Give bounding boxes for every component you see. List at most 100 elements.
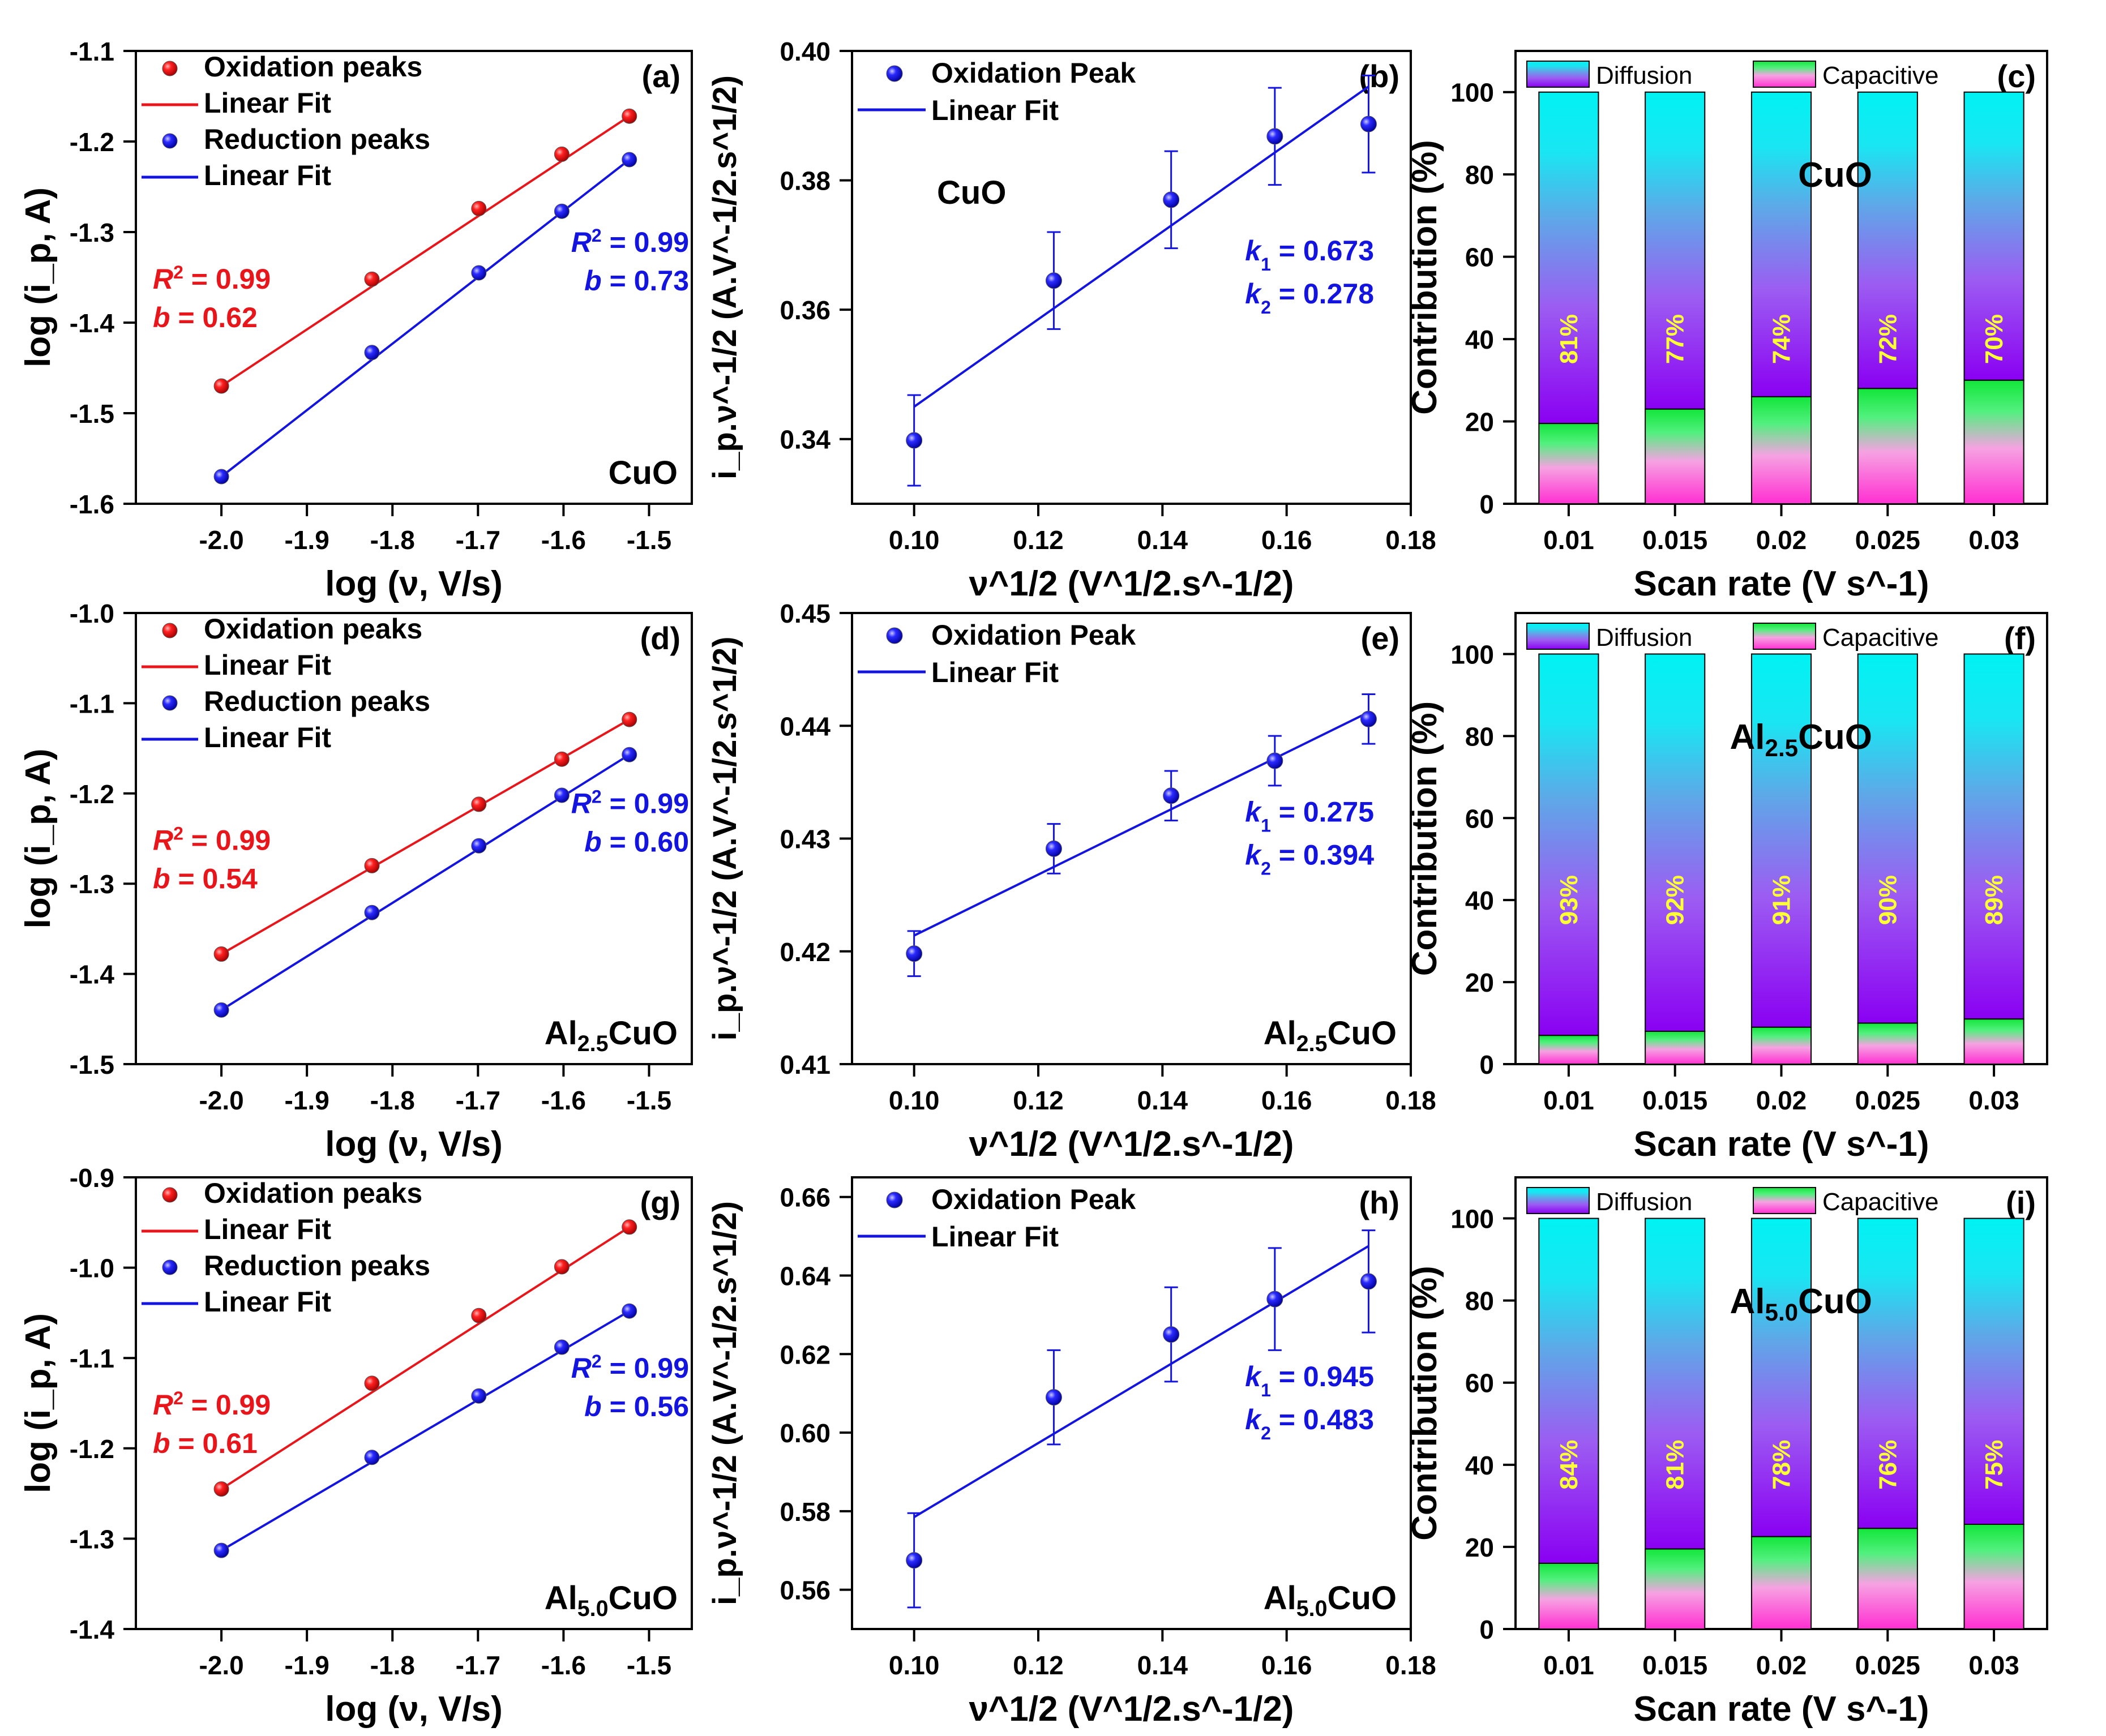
panel-b: 0.340.360.380.400.10 0.12 0.14 0.16 0.18(b)ν…	[707, 37, 1436, 603]
b-symbol: b	[584, 265, 602, 297]
k-subscript: 1	[1261, 1380, 1271, 1400]
x-tick-label: 0.10	[889, 1086, 940, 1115]
y-tick-label: -1.1	[70, 689, 114, 718]
k-subscript: 2	[1261, 1423, 1271, 1443]
material-main: Al	[1730, 1282, 1765, 1321]
x-tick-label: -1.7	[456, 1086, 500, 1115]
y-tick-label: 0.45	[780, 599, 831, 628]
bar-diffusion	[1538, 1218, 1599, 1564]
material-tail: CuO	[1798, 718, 1872, 757]
data-point	[162, 133, 178, 149]
legend-label: Linear Fit	[204, 87, 331, 119]
b-value-annotation: b = 0.61	[153, 1428, 258, 1459]
x-tick-label: 0.10	[889, 1651, 940, 1680]
y-tick-label: 20	[1465, 408, 1494, 437]
x-tick-label: 0.14	[1137, 1086, 1188, 1115]
diffusion-percent-label: 75%	[1980, 1440, 2008, 1490]
x-tick-label: -1.8	[370, 525, 415, 555]
y-tick-label: 0.64	[780, 1261, 831, 1291]
r2-value: = 0.99	[602, 1352, 689, 1384]
y-tick-label: 0	[1479, 490, 1494, 519]
data-point	[886, 65, 903, 82]
legend-label: Reduction peaks	[204, 123, 430, 155]
y-tick-label: -1.2	[70, 127, 114, 157]
data-point	[471, 1308, 487, 1323]
y-tick-label: -1.0	[70, 599, 114, 628]
k-symbol: k	[1245, 796, 1262, 828]
y-tick-label: -1.5	[70, 1050, 114, 1079]
diffusion-percent-label: 89%	[1980, 875, 2008, 925]
panel-label: (e)	[1361, 620, 1399, 656]
r2-symbol: R	[571, 1352, 592, 1384]
k1-annotation: k1 = 0.275	[1245, 796, 1374, 836]
legend-swatch-capacitive	[1753, 623, 1816, 650]
y-tick-label: 0.42	[780, 937, 831, 967]
r2-symbol: R	[153, 1389, 173, 1421]
r-squared-annotation: R2 = 0.99	[571, 1351, 689, 1384]
bar-capacitive	[1963, 379, 2024, 504]
y-axis-title: i_p.ν^-1/2 (A.V^-1/2.s^1/2)	[707, 636, 743, 1040]
y-tick-label: 60	[1465, 804, 1494, 833]
x-tick-label: 0.02	[1756, 1086, 1807, 1115]
data-point	[622, 1303, 637, 1319]
y-tick-label: 60	[1465, 1369, 1494, 1398]
y-tick-label: 0.38	[780, 166, 831, 196]
b-symbol: b	[153, 1428, 170, 1459]
y-tick-label: 0.34	[780, 425, 831, 455]
y-tick-label: 0.58	[780, 1497, 831, 1527]
bar-capacitive	[1645, 1548, 1706, 1630]
r2-superscript: 2	[173, 262, 183, 282]
data-point	[554, 751, 570, 767]
k1-annotation: k1 = 0.673	[1245, 235, 1374, 275]
b-value: = 0.54	[170, 863, 258, 895]
legend-label: Diffusion	[1596, 1188, 1692, 1216]
data-point	[364, 345, 380, 361]
material-sub: 2.5	[1765, 735, 1799, 761]
data-point	[886, 1191, 903, 1208]
data-point	[622, 1219, 637, 1235]
plot-frame	[135, 612, 693, 1065]
panel-label: (a)	[642, 58, 680, 94]
y-axis-title: log (i_p, A)	[19, 749, 58, 929]
r2-value: = 0.99	[183, 263, 271, 295]
y-tick-label: -1.3	[70, 869, 114, 899]
material-label: Al2.5CuO	[1730, 718, 1872, 761]
material-label: Al2.5CuO	[1264, 1015, 1397, 1056]
x-tick-label: 0.015	[1642, 1651, 1707, 1680]
y-tick-label: 80	[1465, 722, 1494, 751]
data-point	[1266, 1291, 1283, 1308]
legend-label: Diffusion	[1596, 62, 1692, 89]
material-main: CuO	[609, 455, 678, 491]
data-point	[1163, 787, 1180, 804]
panel-i: 0 20 40 60 80 100 (i) Scan rate (V s^-1) Contrib…	[1405, 1176, 2048, 1729]
plot-frame	[135, 50, 693, 505]
r2-symbol: R	[571, 226, 592, 258]
data-point	[1045, 1389, 1062, 1406]
data-point	[162, 61, 178, 76]
data-point	[1163, 1326, 1180, 1343]
x-tick-label: 0.02	[1756, 525, 1807, 555]
r2-value: = 0.99	[602, 788, 689, 820]
y-axis-title: Contribution (%)	[1405, 140, 1444, 415]
legend-swatch-diffusion	[1526, 623, 1590, 650]
y-tick-label: -1.2	[70, 779, 114, 809]
r2-superscript: 2	[173, 1388, 183, 1408]
bar-capacitive	[1963, 1524, 2024, 1630]
x-tick-label: 0.14	[1137, 1651, 1188, 1680]
panel-g: -1.4 -1.3 -1.2 -1.1 -1.0 -0.9 -2.0 -1.9 -1.8 -1.7…	[19, 1163, 693, 1729]
k1-value: 0.673	[1303, 235, 1374, 267]
data-point	[213, 378, 229, 394]
data-point	[364, 858, 380, 873]
bar-capacitive	[1538, 423, 1599, 504]
data-point	[471, 200, 487, 216]
y-tick-label: 0.62	[780, 1340, 831, 1369]
data-point	[554, 146, 570, 162]
data-point	[1045, 272, 1062, 289]
x-tick-label: 0.03	[1968, 1086, 2019, 1115]
data-point	[554, 203, 570, 219]
data-point	[471, 838, 487, 854]
diffusion-percent-label: 84%	[1555, 1440, 1583, 1490]
material-sub: 5.0	[1765, 1299, 1799, 1326]
y-tick-label: 0.36	[780, 295, 831, 325]
y-tick-label: 40	[1465, 1451, 1494, 1480]
